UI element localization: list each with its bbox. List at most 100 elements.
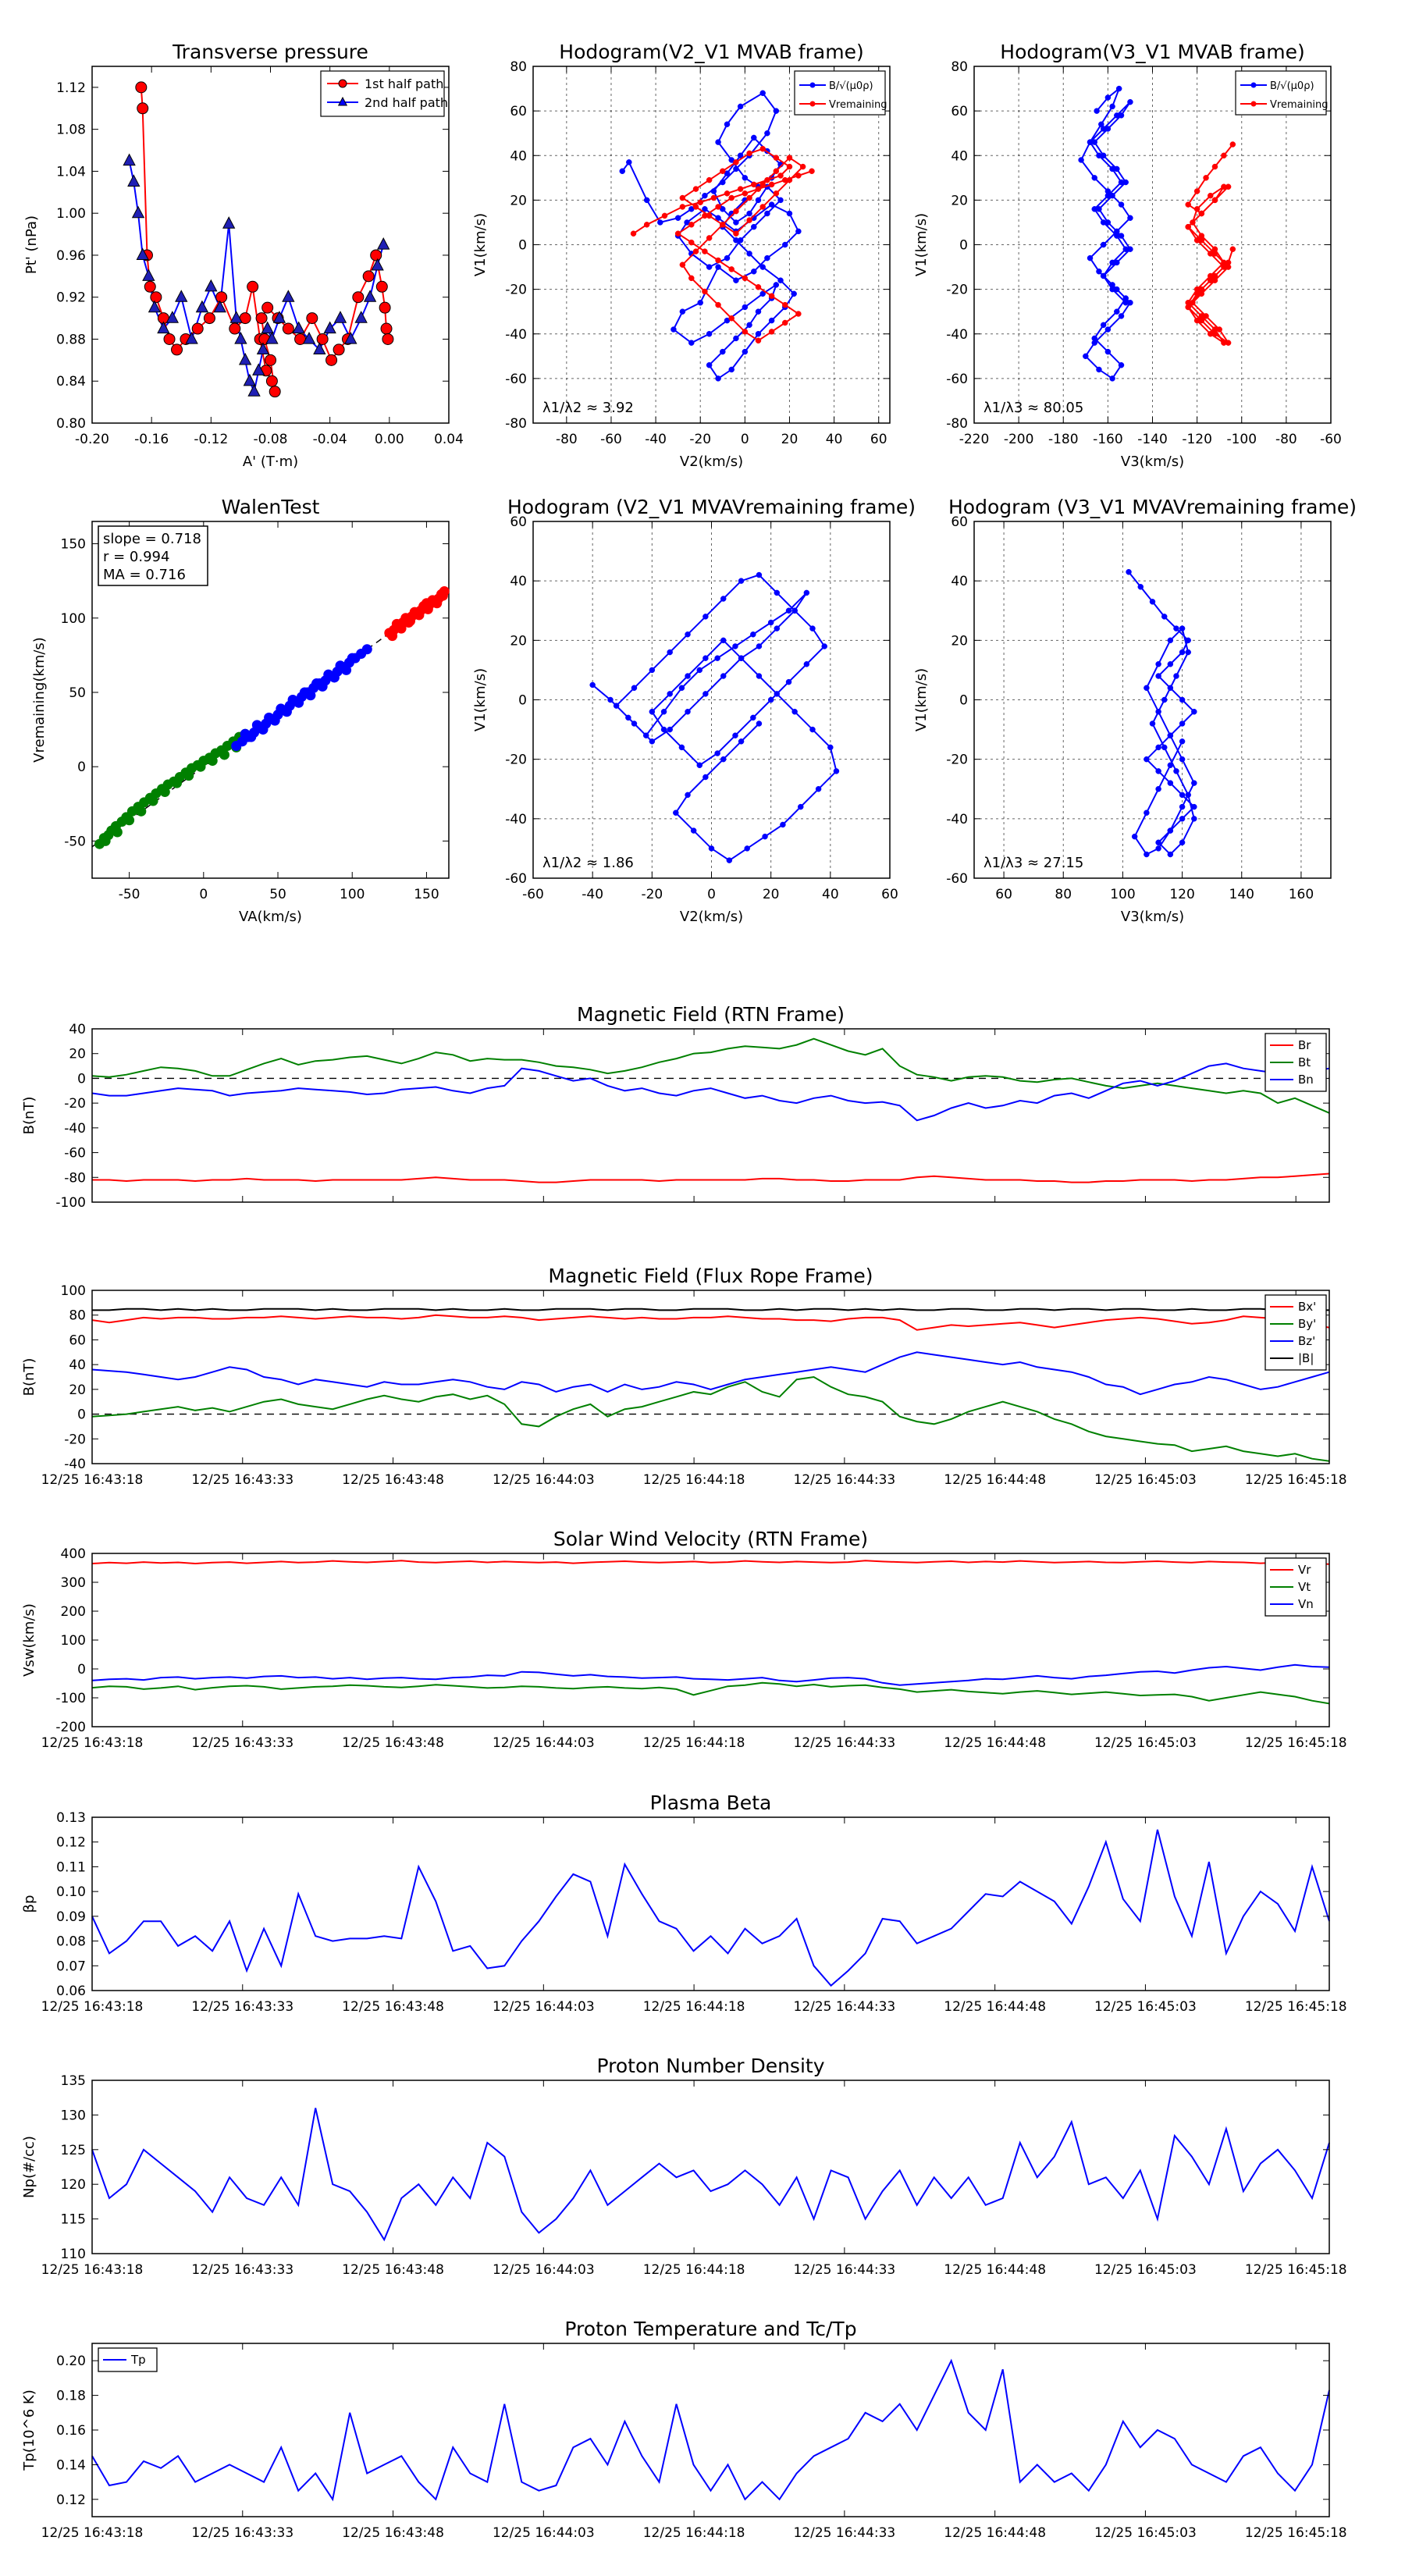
- data-point: [354, 311, 368, 323]
- data-point: [382, 333, 394, 345]
- data-point: [782, 301, 788, 308]
- data-point: [702, 614, 709, 620]
- data-point: [1161, 614, 1168, 620]
- data-point: [317, 681, 328, 692]
- time-tick-label: 12/25 16:44:48: [944, 1999, 1046, 2015]
- data-point: [258, 724, 269, 735]
- time-tick-label: 12/25 16:45:03: [1094, 2262, 1197, 2278]
- data-point: [1109, 103, 1115, 110]
- data-point: [643, 197, 650, 204]
- time-tick-label: 12/25 16:44:33: [794, 2262, 896, 2278]
- data-point: [710, 194, 717, 201]
- data-point: [375, 280, 388, 293]
- data-point: [123, 153, 136, 166]
- data-point: [421, 598, 432, 609]
- data-point: [362, 270, 375, 283]
- time-tick-label: 12/25 16:44:33: [794, 2525, 896, 2541]
- y-tick-label: 1.00: [56, 206, 86, 222]
- legend-label: |B|: [1298, 1351, 1314, 1365]
- legend-marker: [809, 82, 816, 88]
- x-tick-label: -0.12: [194, 432, 228, 447]
- y-tick-label: 0.96: [56, 248, 86, 264]
- series-line: [92, 1308, 1329, 1311]
- data-point: [759, 290, 766, 297]
- data-point: [795, 311, 802, 317]
- data-point: [1191, 803, 1197, 810]
- x-tick-label: -0.16: [134, 432, 169, 447]
- data-point: [756, 673, 763, 679]
- data-point: [205, 279, 218, 292]
- data-point: [247, 280, 259, 293]
- data-point: [302, 331, 316, 344]
- data-point: [667, 691, 673, 697]
- data-point: [100, 835, 111, 846]
- data-point: [1122, 179, 1129, 186]
- data-point: [1185, 637, 1191, 644]
- y-tick-label: 0.84: [56, 374, 86, 390]
- data-point: [613, 703, 620, 709]
- data-point: [1193, 206, 1200, 212]
- data-point: [756, 720, 763, 727]
- data-point: [1179, 625, 1186, 632]
- data-point: [706, 235, 713, 241]
- y-tick-label: 0.16: [56, 2423, 86, 2439]
- data-point: [803, 589, 810, 596]
- data-point: [642, 732, 649, 738]
- y-tick-label: 0: [77, 760, 86, 775]
- data-point: [1118, 233, 1125, 239]
- data-point: [163, 333, 176, 345]
- y-tick-label: -20: [946, 753, 968, 768]
- data-point: [678, 685, 685, 692]
- data-point: [733, 237, 739, 244]
- x-tick-label: -160: [1093, 432, 1123, 447]
- y-tick-label: 150: [61, 537, 86, 553]
- data-point: [432, 598, 443, 609]
- data-point: [777, 277, 784, 283]
- y-tick-label: 0.11: [56, 1859, 86, 1875]
- y-tick-label: 0.14: [56, 2457, 86, 2473]
- time-tick-label: 12/25 16:44:48: [944, 1472, 1046, 1488]
- x-tick-label: -80: [1275, 432, 1297, 447]
- data-point: [746, 194, 752, 201]
- time-tick-label: 12/25 16:43:33: [191, 1472, 293, 1488]
- time-tick-label: 12/25 16:43:48: [342, 1999, 444, 2015]
- legend-label: Vn: [1298, 1597, 1314, 1611]
- time-tick-label: 12/25 16:45:18: [1245, 2262, 1347, 2278]
- data-point: [737, 186, 744, 192]
- data-point: [702, 212, 708, 219]
- data-point: [172, 777, 183, 788]
- plot-frame: [91, 2080, 1330, 2254]
- data-point: [724, 254, 731, 262]
- chart-walen-test: WalenTest -50 0 50 100 150 -50 0 50 100 150 VA(km/s…: [31, 496, 450, 925]
- data-point: [1190, 300, 1196, 306]
- series-line: [91, 2358, 1330, 2502]
- data-point: [767, 696, 774, 703]
- data-point: [759, 204, 766, 210]
- data-point: [728, 266, 735, 272]
- data-point: [751, 134, 757, 141]
- chart-title: Magnetic Field (Flux Rope Frame): [548, 1265, 873, 1287]
- y-tick-label: 100: [61, 1283, 86, 1299]
- data-point: [281, 706, 292, 717]
- x-axis-label: VA(km/s): [239, 909, 302, 925]
- data-point: [127, 174, 140, 187]
- data-point: [631, 685, 638, 692]
- legend-label: Bn: [1298, 1073, 1314, 1087]
- y-tick-label: 40: [510, 148, 527, 164]
- legend-label: 1st half path: [365, 76, 443, 91]
- data-point: [1144, 756, 1150, 763]
- data-point: [1203, 313, 1209, 319]
- x-tick-label: 0.04: [434, 432, 464, 447]
- data-point: [293, 697, 304, 708]
- data-point: [1167, 685, 1174, 692]
- series-line: [92, 1172, 1330, 1183]
- data-point: [1173, 768, 1179, 774]
- y-tick-label: 20: [951, 633, 968, 649]
- data-point: [1208, 251, 1214, 257]
- data-point: [738, 655, 745, 661]
- data-point: [746, 322, 752, 329]
- data-point: [679, 204, 686, 210]
- data-point: [670, 326, 677, 333]
- chart-title: Hodogram(V3_V1 MVAB frame): [1000, 41, 1304, 63]
- data-point: [661, 212, 668, 219]
